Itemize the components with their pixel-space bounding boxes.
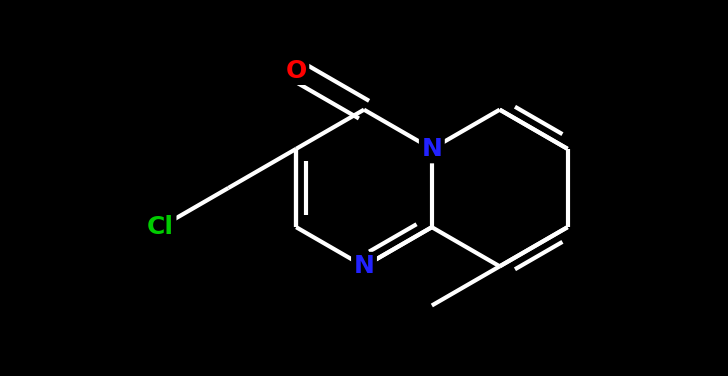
Text: Cl: Cl bbox=[147, 215, 174, 239]
Text: N: N bbox=[422, 137, 443, 161]
Text: O: O bbox=[285, 59, 306, 82]
Text: N: N bbox=[354, 254, 374, 278]
